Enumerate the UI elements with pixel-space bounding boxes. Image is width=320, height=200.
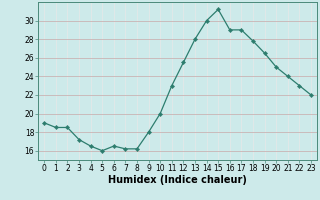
X-axis label: Humidex (Indice chaleur): Humidex (Indice chaleur) — [108, 175, 247, 185]
